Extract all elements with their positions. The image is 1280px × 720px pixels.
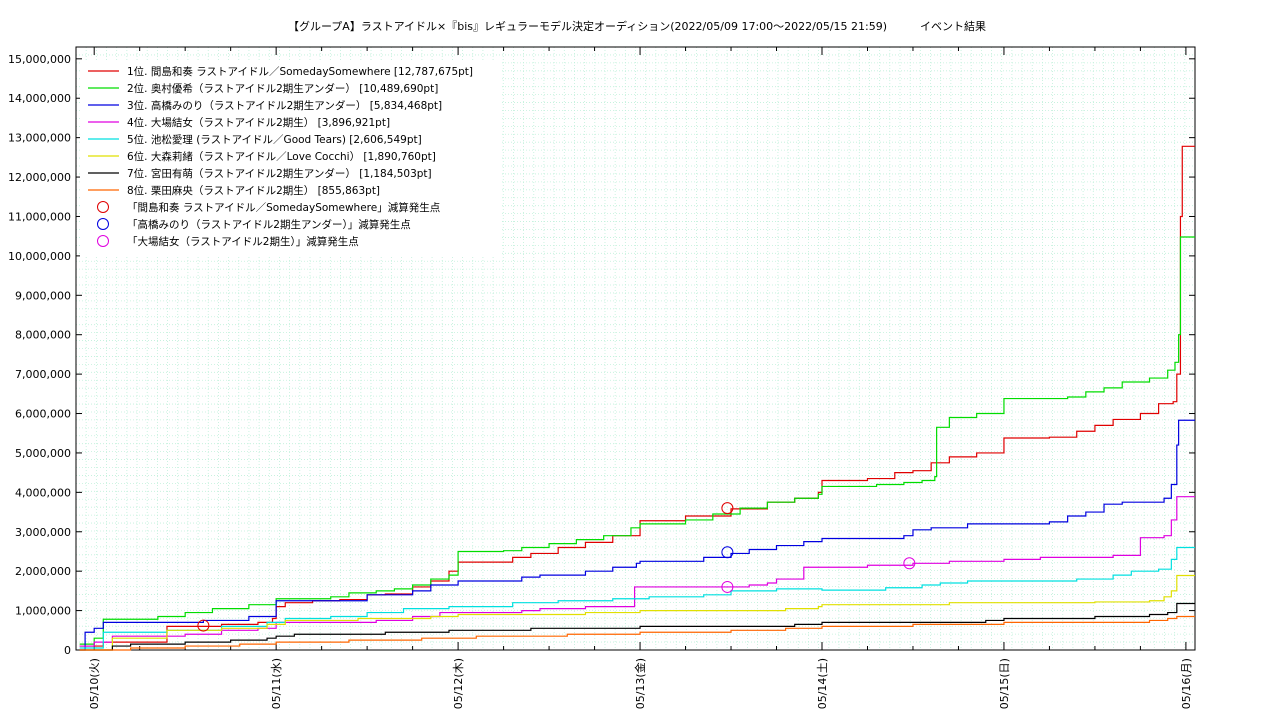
y-tick-label: 13,000,000 bbox=[8, 132, 71, 145]
series-line-4 bbox=[79, 496, 1195, 647]
marker-layer bbox=[197, 502, 916, 632]
x-tick-label: 05/14(土) bbox=[816, 658, 829, 709]
deduction-marker-1 bbox=[197, 619, 210, 632]
series-line-2 bbox=[79, 236, 1195, 645]
y-tick-label: 1,000,000 bbox=[15, 605, 71, 618]
x-tick-label: 05/15(日) bbox=[998, 658, 1011, 709]
y-tick-label: 2,000,000 bbox=[15, 565, 71, 578]
y-tick-label: 15,000,000 bbox=[8, 53, 71, 66]
legend-entry-8: 8位. 栗田麻央（ラストアイドル2期生） [855,863pt] bbox=[127, 184, 380, 197]
y-tick-label: 6,000,000 bbox=[15, 408, 71, 421]
legend-marker-swatch-1 bbox=[97, 201, 109, 213]
series-line-6 bbox=[79, 574, 1195, 651]
legend-marker-entry-3: 「大場結女（ラストアイドル2期生）」減算発生点 bbox=[127, 235, 359, 248]
legend-entry-6: 6位. 大森莉緒（ラストアイドル／Love Cocchi） [1,890,760… bbox=[127, 150, 436, 163]
legend: 1位. 間島和奏 ラストアイドル／SomedaySomewhere [12,78… bbox=[80, 60, 500, 257]
y-tick-label: 14,000,000 bbox=[8, 92, 71, 105]
plot-frame bbox=[75, 46, 1196, 651]
y-tick-label: 7,000,000 bbox=[15, 368, 71, 381]
y-tick-label: 8,000,000 bbox=[15, 329, 71, 342]
x-tick-label: 05/16(月) bbox=[1180, 658, 1193, 709]
y-tick-label: 4,000,000 bbox=[15, 486, 71, 499]
series-layer bbox=[79, 145, 1195, 651]
series-line-3 bbox=[79, 419, 1195, 651]
legend-entry-5: 5位. 池松愛理 (ラストアイドル／Good Tears) [2,606,549… bbox=[127, 133, 422, 146]
x-tick-label: 05/11(水) bbox=[270, 658, 283, 709]
y-tick-label: 9,000,000 bbox=[15, 289, 71, 302]
x-tick-label: 05/13(金) bbox=[633, 658, 647, 709]
deduction-marker-3 bbox=[721, 580, 734, 593]
y-tick-label: 0 bbox=[64, 644, 71, 657]
legend-entry-1: 1位. 間島和奏 ラストアイドル／SomedaySomewhere [12,78… bbox=[127, 65, 473, 78]
legend-marker-swatch-3 bbox=[97, 235, 109, 247]
legend-entry-4: 4位. 大場結女（ラストアイドル2期生） [3,896,921pt] bbox=[127, 116, 390, 129]
legend-marker-entry-2: 「高橋みのり（ラストアイドル2期生アンダー）」減算発生点 bbox=[127, 218, 411, 231]
x-tick-label: 05/10(火) bbox=[88, 658, 101, 709]
y-tick-label: 3,000,000 bbox=[15, 526, 71, 539]
series-line-8 bbox=[79, 615, 1195, 651]
deduction-marker-2 bbox=[721, 546, 734, 559]
y-tick-label: 5,000,000 bbox=[15, 447, 71, 460]
y-tick-label: 10,000,000 bbox=[8, 250, 71, 263]
axes: 0 1,000,000 2,000,000 3,000,000 4,000,000 5,0… bbox=[8, 47, 1195, 709]
legend-entry-2: 2位. 奥村優希（ラストアイドル2期生アンダー） [10,489,690pt] bbox=[127, 82, 438, 95]
deduction-marker-1 bbox=[721, 502, 734, 515]
x-tick-label: 05/12(木) bbox=[452, 658, 465, 709]
series-line-7 bbox=[79, 602, 1195, 651]
y-tick-label: 11,000,000 bbox=[8, 210, 71, 223]
legend-marker-swatch-2 bbox=[97, 218, 109, 230]
legend-entry-3: 3位. 高橋みのり（ラストアイドル2期生アンダー） [5,834,468pt] bbox=[127, 99, 442, 112]
legend-marker-entry-1: 「間島和奏 ラストアイドル／SomedaySomewhere」減算発生点 bbox=[127, 201, 440, 214]
series-line-1 bbox=[79, 145, 1195, 647]
chart-title: 【グループA】ラストアイドル×『bis』レギュラーモデル決定オーディション(20… bbox=[288, 19, 986, 33]
y-tick-label: 12,000,000 bbox=[8, 171, 71, 184]
deduction-marker-3 bbox=[903, 557, 916, 570]
legend-entry-7: 7位. 宮田有萌（ラストアイドル2期生アンダー） [1,184,503pt] bbox=[127, 167, 432, 180]
legend-background bbox=[80, 60, 500, 257]
